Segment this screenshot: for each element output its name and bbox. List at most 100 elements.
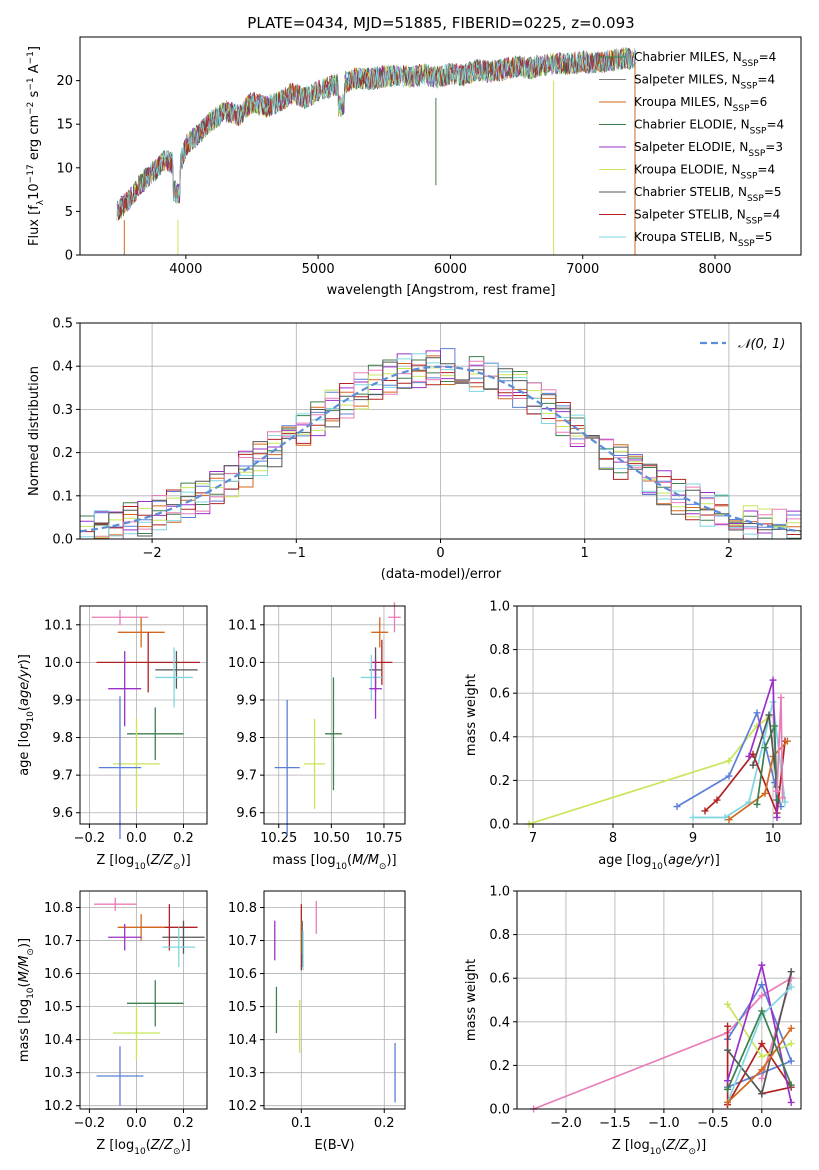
spectrum-line [116, 47, 636, 217]
label-part: =6 [750, 95, 768, 109]
label-part: Z [log [612, 1138, 650, 1153]
normal-curve [79, 365, 802, 533]
y-tick-label: 0 [65, 249, 73, 264]
label-part: SSP [741, 172, 758, 182]
axes-frame [79, 36, 802, 256]
label-part: Kroupa MILES, N [634, 95, 733, 109]
axes-frame [263, 605, 406, 825]
label-part: Z [log [96, 853, 134, 868]
y-axis-label: Flux [fλ10−17 erg cm−2 s−1 A−1] [26, 46, 46, 246]
weight-point [787, 1024, 795, 1032]
label-part: 10 [651, 862, 663, 872]
x-axis-label: Z [log10(Z/Z⊙)] [96, 853, 190, 872]
weight-point [725, 757, 733, 765]
y-axis-label: age [log10(age/yr)] [17, 654, 36, 776]
weight-point [725, 772, 733, 780]
weight-point [673, 803, 681, 811]
x-tick-label: 7 [529, 831, 537, 846]
label-part: mass [log [17, 999, 32, 1062]
label-part: 10 [336, 862, 348, 872]
weight-line [726, 964, 793, 1103]
y-tick-label: 0.6 [489, 972, 510, 987]
x-tick-label: 5000 [302, 262, 335, 277]
legend-label: 𝒩(0, 1) [738, 337, 785, 352]
weight-point [761, 789, 769, 797]
weight-point [758, 1040, 766, 1048]
label-part: Z/Z [150, 1138, 174, 1153]
x-tick-label: 0.1 [291, 1116, 312, 1131]
y-tick-label: 0.8 [489, 928, 510, 943]
label-part: =4 [759, 50, 777, 64]
label-part: Flux [f [27, 205, 42, 246]
histogram-step [80, 360, 801, 539]
label-part: )] [17, 938, 32, 948]
weight-point [787, 968, 795, 976]
label-part: Chabrier STELIB, N [634, 185, 747, 199]
label-part: 10 [27, 183, 42, 200]
legend-label: Chabrier MILES, NSSP=4 [634, 50, 776, 69]
weight-point [753, 800, 761, 808]
weight-point [771, 722, 779, 730]
label-part: SSP [747, 194, 764, 204]
figure-title: PLATE=0434, MJD=51885, FIBERID=0225, z=0… [247, 14, 634, 32]
weight-point [787, 983, 795, 991]
weight-point [773, 787, 781, 795]
label-part: Chabrier MILES, N [634, 50, 742, 64]
y-tick-label: 10.2 [44, 1099, 73, 1114]
x-tick-label: 0.0 [751, 1116, 772, 1131]
weight-point [777, 694, 785, 702]
weight-point [724, 1077, 732, 1085]
x-tick-label: 0.0 [126, 831, 147, 846]
label-part: ( [663, 853, 668, 868]
y-tick-label: 10.5 [44, 1000, 73, 1015]
x-axis-label: wavelength [Angstrom, rest frame] [327, 283, 556, 298]
label-part: 10 [134, 1147, 146, 1157]
y-tick-label: 9.7 [236, 769, 257, 784]
x-tick-label: −0.5 [697, 1116, 729, 1131]
y-tick-label: 20 [56, 74, 73, 89]
label-part: M/M [17, 956, 32, 983]
x-tick-label: −2 [143, 546, 162, 561]
label-part: SSP [733, 104, 750, 114]
y-tick-label: 9.7 [52, 769, 73, 784]
legend-label: Kroupa MILES, NSSP=6 [634, 95, 767, 114]
y-tick-label: 0.2 [52, 446, 73, 461]
label-part: =4 [757, 163, 775, 177]
weight-point [701, 807, 709, 815]
label-part: Chabrier ELODIE, N [634, 118, 750, 132]
y-tick-label: 10.3 [44, 1066, 73, 1081]
label-part: =5 [755, 230, 773, 244]
weight-point [787, 1098, 795, 1106]
label-part: SSP [750, 127, 767, 137]
y-tick-label: 10.1 [44, 618, 73, 633]
x-tick-label: 0.2 [173, 1116, 194, 1131]
x-tick-label: 0.2 [374, 1116, 395, 1131]
weight-point [725, 816, 733, 824]
weight-point [787, 1057, 795, 1065]
label-part: SSP [746, 217, 763, 227]
y-tick-label: 10.4 [44, 1033, 73, 1048]
x-axis-label: Z [log10(Z/Z⊙)] [96, 1138, 190, 1157]
legend-label: Salpeter STELIB, NSSP=4 [634, 208, 780, 227]
x-axis-label: E(B-V) [314, 1138, 354, 1153]
weight-line [726, 986, 792, 1103]
label-part: Z/Z [665, 1138, 689, 1153]
legend-label: Salpeter ELODIE, NSSP=3 [634, 140, 783, 159]
x-tick-label: 7000 [566, 262, 599, 277]
label-part: =4 [757, 73, 775, 87]
axes-frame [516, 605, 802, 825]
label-part: A [27, 64, 42, 77]
x-tick-label: 2 [725, 546, 733, 561]
label-part: )] [386, 853, 396, 868]
weight-point [779, 794, 787, 802]
weight-point [781, 798, 789, 806]
x-axis-label: Z [log10(Z/Z⊙)] [612, 1138, 706, 1157]
y-tick-label: 9.9 [52, 693, 73, 708]
y-tick-label: 1.0 [489, 885, 510, 900]
label-part: ] [27, 46, 42, 51]
legend-label: Kroupa STELIB, NSSP=5 [634, 230, 772, 249]
weight-point [758, 1053, 766, 1061]
label-part: ⊙ [173, 1147, 181, 1157]
